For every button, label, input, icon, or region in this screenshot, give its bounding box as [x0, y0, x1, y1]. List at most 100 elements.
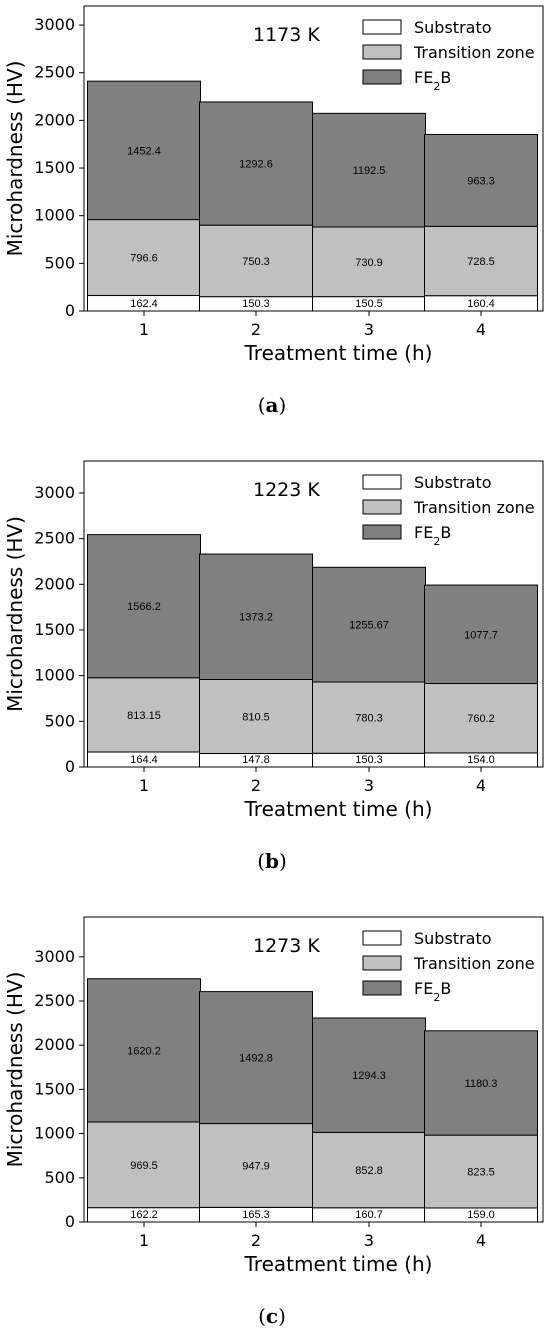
plot-frame [83, 460, 544, 768]
bar-segment [312, 1017, 426, 1133]
data-label: 1566.2 [127, 601, 161, 613]
x-tick-label: 1 [139, 320, 149, 339]
bar-segment [424, 225, 538, 297]
x-tick-label: 2 [251, 320, 261, 339]
bar-segment [424, 133, 538, 227]
bar-segment [312, 112, 426, 228]
y-axis-title: Microhardness (HV) [3, 516, 27, 712]
data-label: 1180.3 [465, 1078, 498, 1090]
y-tick-label: 2000 [34, 110, 75, 129]
y-tick-label: 1500 [34, 1079, 75, 1098]
y-tick-label: 500 [44, 1168, 75, 1187]
data-label: 796.6 [130, 253, 158, 265]
x-axis-title: Treatment time (h) [244, 341, 433, 365]
legend-swatch [362, 499, 402, 515]
x-tick-label: 3 [364, 776, 374, 795]
data-label: 1077.7 [464, 629, 498, 641]
bar-segment [424, 1134, 538, 1209]
data-label: 159.0 [467, 1209, 495, 1221]
data-label: 165.3 [242, 1209, 270, 1221]
legend-label: FE2B [414, 68, 451, 93]
legend-swatch [362, 474, 402, 490]
data-label: 162.2 [130, 1209, 158, 1221]
legend-label: Substrato [414, 18, 492, 37]
panel-caption: (c) [258, 1304, 286, 1328]
data-label: 750.3 [242, 256, 270, 268]
y-tick-label: 1000 [34, 206, 75, 225]
legend-swatch [362, 524, 402, 540]
y-tick-label: 0 [65, 757, 75, 776]
panel-caption-letter: c [266, 1304, 278, 1328]
y-tick-label: 1000 [34, 666, 75, 685]
y-tick-label: 3000 [34, 483, 75, 502]
legend-label: Transition zone [413, 498, 535, 517]
data-label: 852.8 [355, 1165, 383, 1177]
data-label: 730.9 [355, 257, 383, 269]
bar-segment [424, 1030, 538, 1136]
bar-segment [199, 991, 313, 1125]
bar-segment [87, 978, 201, 1123]
data-label: 947.9 [242, 1160, 270, 1172]
bar-segment [199, 1123, 313, 1208]
legend-label: Substrato [414, 929, 492, 948]
chart-panel-c: 162.2 969.5 1620.2 165.3 947.9 1492.8 160.7 852… [3, 916, 544, 1328]
plot-frame [83, 916, 544, 1223]
x-tick-label: 3 [364, 1231, 374, 1250]
y-tick-label: 0 [65, 301, 75, 320]
y-tick-label: 1500 [34, 158, 75, 177]
data-label: 810.5 [242, 711, 270, 723]
legend-swatch [362, 69, 402, 85]
data-label: 1294.3 [352, 1070, 386, 1082]
data-label: 1373.2 [239, 612, 273, 624]
bar-segment [424, 682, 538, 754]
data-label: 813.15 [127, 710, 161, 722]
data-label: 1452.4 [127, 145, 161, 157]
y-tick-label: 0 [65, 1212, 75, 1231]
data-label: 1255.67 [349, 620, 389, 632]
y-tick-label: 2500 [34, 63, 75, 82]
chart-panel-a: 162.4 796.6 1452.4 150.3 750.3 1292.6 150.5 730… [3, 5, 544, 417]
x-tick-label: 4 [476, 320, 486, 339]
legend-label: Transition zone [413, 954, 535, 973]
bar-segment [199, 553, 313, 680]
legend-label: FE2B [414, 979, 451, 1004]
bar-segment [87, 677, 201, 753]
data-label: 150.3 [355, 754, 383, 766]
bar-segment [424, 584, 538, 684]
data-label: 780.3 [355, 713, 383, 725]
panel-caption-letter: a [266, 393, 279, 417]
data-label: 760.2 [467, 713, 495, 725]
panel-caption: (a) [258, 393, 287, 417]
chart-panel-b: 164.4 813.15 1566.2 147.8 810.5 1373.2 150.3 78… [3, 460, 544, 873]
x-tick-label: 4 [476, 776, 486, 795]
data-label: 150.5 [355, 298, 383, 310]
temperature-annotation: 1223 K [253, 479, 320, 501]
data-label: 160.4 [467, 298, 495, 310]
x-axis-title: Treatment time (h) [244, 1252, 433, 1276]
data-label: 728.5 [467, 256, 495, 268]
y-axis-title: Microhardness (HV) [3, 972, 27, 1168]
data-label: 963.3 [467, 175, 495, 187]
x-tick-label: 4 [476, 1231, 486, 1250]
data-label: 150.3 [242, 298, 270, 310]
y-tick-label: 1500 [34, 620, 75, 639]
data-label: 147.8 [242, 754, 270, 766]
y-tick-label: 500 [44, 253, 75, 272]
plot-frame [83, 5, 544, 312]
bar-segment [87, 80, 201, 221]
x-tick-label: 3 [364, 320, 374, 339]
panel-caption: (b) [257, 849, 287, 873]
bar-segment [87, 534, 201, 679]
legend-label: Transition zone [413, 43, 535, 62]
y-tick-label: 500 [44, 711, 75, 730]
data-label: 1492.8 [239, 1053, 273, 1065]
y-tick-label: 2500 [34, 529, 75, 548]
temperature-annotation: 1173 K [253, 24, 320, 46]
legend-label: Substrato [414, 473, 492, 492]
panel-caption-letter: b [265, 849, 279, 873]
x-tick-label: 2 [251, 1231, 261, 1250]
y-tick-label: 2000 [34, 1035, 75, 1054]
x-tick-label: 2 [251, 776, 261, 795]
